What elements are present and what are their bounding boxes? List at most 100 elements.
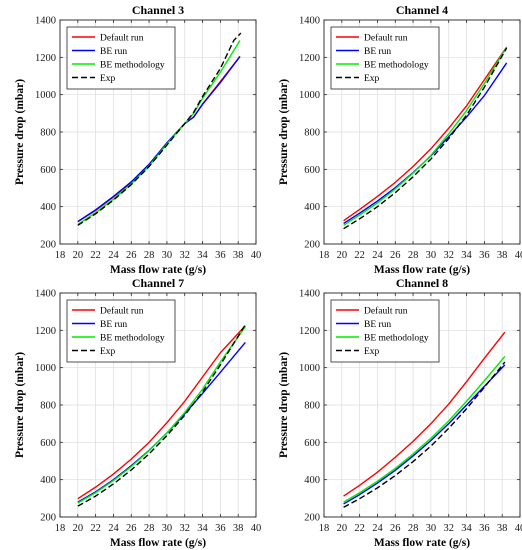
series-line-exp (343, 361, 506, 508)
x-tick-label: 28 (408, 523, 419, 534)
x-tick-label: 40 (251, 523, 262, 534)
legend-label-exp: Exp (100, 74, 116, 84)
y-tick-label: 400 (304, 202, 320, 213)
x-tick-label: 20 (337, 523, 348, 534)
x-axis-label: Mass flow rate (g/s) (374, 264, 470, 276)
x-tick-label: 18 (319, 523, 330, 534)
x-tick-label: 38 (233, 523, 244, 534)
y-tick-label: 200 (304, 240, 320, 251)
chart-panel-channel-7: 18 20 22 24 26 28 30 32 34 36 38 40 200 400 600 800 1000… (14, 276, 261, 549)
x-axis-label: Mass flow rate (g/s) (374, 537, 470, 549)
y-axis-label: Pressure drop (mbar) (14, 352, 26, 458)
y-tick-label: 1000 (299, 90, 320, 101)
legend-label-default-run: Default run (364, 33, 408, 44)
x-tick-label: 24 (108, 523, 119, 534)
x-tick-label: 30 (162, 250, 173, 261)
x-tick-label: 32 (179, 250, 190, 261)
series-line-default-run (343, 46, 508, 222)
x-tick-label: 18 (55, 523, 66, 534)
y-tick-label: 1400 (299, 289, 320, 300)
x-tick-label: 30 (426, 250, 437, 261)
chart-title: Channel 7 (132, 276, 184, 290)
legend-label-default-run: Default run (100, 33, 144, 44)
legend-label-be-run: BE run (364, 47, 391, 57)
series-group (343, 46, 508, 230)
x-tick-label: 20 (73, 250, 84, 261)
x-tick-label: 34 (461, 523, 472, 534)
chart-title: Channel 8 (396, 276, 448, 290)
legend-label-exp: Exp (100, 347, 116, 357)
y-tick-label: 800 (304, 401, 320, 412)
legend-label-be-methodology: BE methodology (100, 334, 165, 344)
x-tick-label: 40 (515, 523, 522, 534)
tick-group: 18 20 22 24 26 28 30 32 34 36 38 40 200 400 600 800 1000… (35, 289, 261, 535)
y-tick-label: 200 (40, 240, 56, 251)
y-tick-label: 400 (40, 475, 56, 486)
series-line-exp (77, 324, 246, 507)
series-line-be-methodology (343, 46, 508, 226)
x-tick-label: 30 (426, 523, 437, 534)
x-tick-label: 22 (90, 523, 101, 534)
y-tick-label: 800 (40, 401, 56, 412)
x-tick-label: 28 (144, 523, 155, 534)
y-tick-label: 200 (40, 513, 56, 524)
y-tick-label: 1400 (35, 289, 56, 300)
x-tick-label: 24 (108, 250, 119, 261)
x-tick-label: 32 (179, 523, 190, 534)
y-tick-label: 1400 (35, 16, 56, 27)
legend-label-be-run: BE run (364, 320, 391, 330)
y-tick-label: 800 (304, 128, 320, 139)
y-tick-label: 600 (40, 438, 56, 449)
x-tick-label: 26 (126, 523, 137, 534)
chart-panel-channel-3: 18 20 22 24 26 28 30 32 34 36 38 40 200 400 600 800 1000… (14, 3, 261, 276)
x-tick-label: 36 (215, 523, 226, 534)
chart-title: Channel 3 (132, 3, 184, 17)
x-tick-label: 34 (461, 250, 472, 261)
series-line-be-methodology (343, 356, 506, 503)
legend: Default run BE run BE methodology Exp (66, 26, 176, 90)
series-group (77, 324, 246, 507)
y-tick-label: 600 (304, 165, 320, 176)
legend-label-be-run: BE run (100, 47, 127, 57)
x-tick-label: 26 (390, 523, 401, 534)
y-tick-label: 800 (40, 128, 56, 139)
legend: Default run BE run BE methodology Exp (330, 299, 440, 363)
x-tick-label: 38 (233, 250, 244, 261)
y-tick-label: 600 (304, 438, 320, 449)
series-line-be-methodology (77, 326, 246, 504)
x-tick-label: 32 (443, 250, 454, 261)
tick-group: 18 20 22 24 26 28 30 32 34 36 38 40 200 400 600 800 1000… (299, 16, 522, 262)
x-tick-label: 20 (73, 523, 84, 534)
tick-group: 18 20 22 24 26 28 30 32 34 36 38 40 200 400 600 800 1000… (35, 16, 261, 262)
y-tick-label: 1200 (35, 326, 56, 337)
chart-panel-channel-4: 18 20 22 24 26 28 30 32 34 36 38 40 200 400 600 800 1000… (278, 3, 522, 276)
legend-label-be-methodology: BE methodology (364, 334, 429, 344)
series-line-be-run (77, 55, 241, 223)
series-group (77, 32, 242, 226)
x-tick-label: 32 (443, 523, 454, 534)
y-tick-label: 600 (40, 165, 56, 176)
chart-title: Channel 4 (396, 3, 448, 17)
x-tick-label: 34 (197, 523, 208, 534)
series-line-default-run (77, 325, 246, 500)
x-tick-label: 22 (354, 523, 365, 534)
legend-label-be-run: BE run (100, 320, 127, 330)
series-line-exp (343, 47, 508, 230)
x-tick-label: 18 (319, 250, 330, 261)
x-axis-label: Mass flow rate (g/s) (110, 264, 206, 276)
legend: Default run BE run BE methodology Exp (330, 26, 440, 90)
x-tick-label: 36 (215, 250, 226, 261)
x-tick-label: 26 (126, 250, 137, 261)
tick-group: 18 20 22 24 26 28 30 32 34 36 38 40 200 400 600 800 1000… (299, 289, 522, 535)
x-tick-label: 40 (515, 250, 522, 261)
y-tick-label: 1400 (299, 16, 320, 27)
x-tick-label: 22 (90, 250, 101, 261)
y-axis-label: Pressure drop (mbar) (278, 352, 290, 458)
series-line-default-run (343, 331, 506, 497)
series-group (343, 331, 506, 508)
legend-label-be-methodology: BE methodology (364, 61, 429, 71)
legend: Default run BE run BE methodology Exp (66, 299, 176, 363)
series-line-be-run (343, 364, 506, 505)
x-axis-label: Mass flow rate (g/s) (110, 537, 206, 549)
